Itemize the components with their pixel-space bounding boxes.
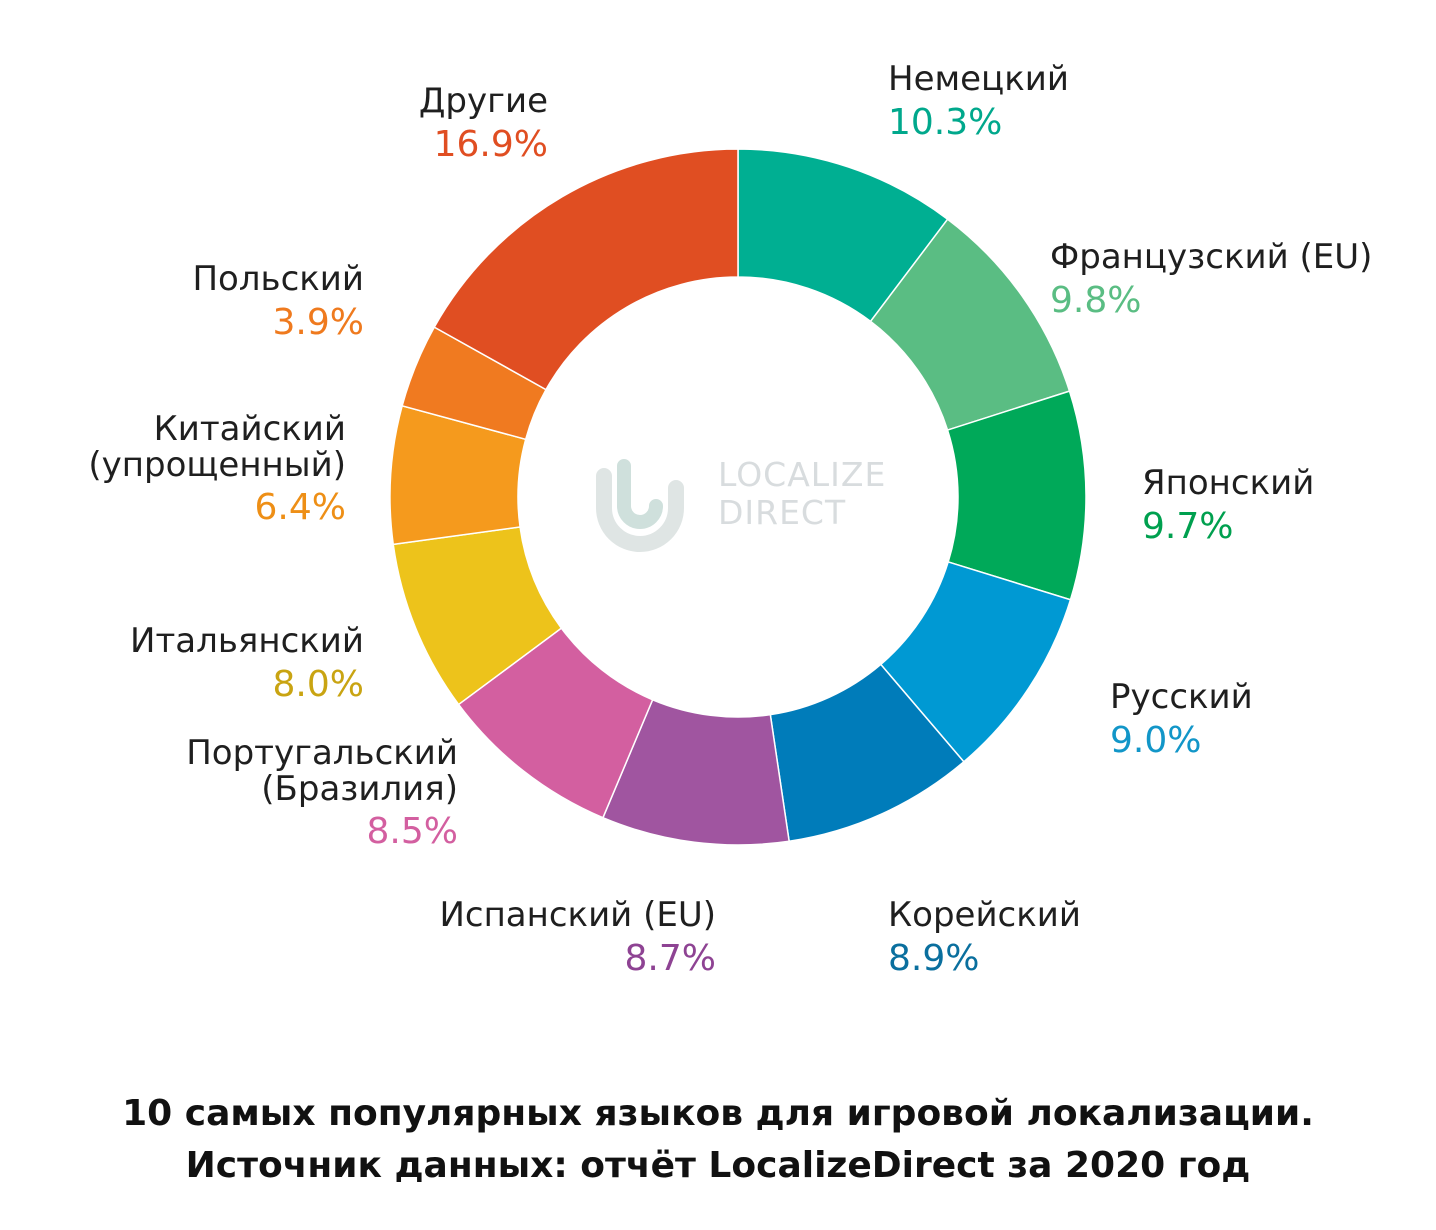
slice-label-name: Другие [418, 81, 548, 121]
watermark-text: LOCALIZE DIRECT [718, 456, 886, 532]
caption-line-1: 10 самых популярных языков для игровой л… [122, 1093, 1314, 1134]
slice-label-value: 6.4% [254, 487, 346, 529]
slice-label-value: 16.9% [433, 123, 548, 165]
slice-label-name: Французский (EU) [1050, 237, 1373, 277]
label-japanese: Японский 9.7% [1142, 463, 1315, 547]
caption-line-2: Источник данных: отчёт LocalizeDirect за… [185, 1145, 1251, 1187]
label-korean: Корейский 8.9% [888, 895, 1081, 979]
slice-label-name: Корейский [888, 895, 1081, 935]
slice-label-value: 9.8% [1050, 279, 1142, 321]
label-other: Другие 16.9% [418, 81, 548, 165]
slice-label-value: 8.0% [272, 663, 364, 705]
slice-label-name: Русский [1110, 677, 1253, 717]
watermark-logo: LOCALIZE DIRECT [590, 448, 910, 558]
slice-label-value: 3.9% [272, 301, 364, 343]
watermark-line-1: LOCALIZE [718, 455, 887, 494]
slice-label-value: 9.0% [1110, 719, 1202, 761]
slice-label-name: Португальский (Бразилия) [186, 733, 458, 809]
slice-label-value: 8.7% [624, 937, 716, 979]
slice-label-name: Японский [1142, 463, 1315, 503]
slice-label-value: 9.7% [1142, 505, 1234, 547]
label-french: Французский (EU) 9.8% [1050, 237, 1373, 321]
label-russian: Русский 9.0% [1110, 677, 1253, 761]
chart-caption: 10 самых популярных языков для игровой л… [0, 1088, 1436, 1192]
slice-label-name: Испанский (EU) [439, 895, 716, 935]
slice-label-value: 8.5% [366, 811, 458, 853]
label-chinese: Китайский (упрощенный) 6.4% [88, 409, 346, 529]
slice-label-name: Китайский (упрощенный) [88, 409, 346, 485]
label-italian: Итальянский 8.0% [130, 621, 364, 705]
label-portuguese: Португальский (Бразилия) 8.5% [186, 733, 458, 853]
slice-label-value: 8.9% [888, 937, 980, 979]
localize-direct-logo-icon [596, 459, 684, 552]
slice-label-name: Немецкий [888, 59, 1069, 99]
label-spanish: Испанский (EU) 8.7% [439, 895, 716, 979]
slice-label-value: 10.3% [888, 101, 1003, 143]
slice-label-name: Итальянский [130, 621, 364, 661]
label-german: Немецкий 10.3% [888, 59, 1069, 143]
slice-label-name: Польский [192, 259, 364, 299]
label-polish: Польский 3.9% [192, 259, 364, 343]
donut-slice [433, 148, 739, 391]
watermark-line-2: DIRECT [718, 492, 847, 532]
